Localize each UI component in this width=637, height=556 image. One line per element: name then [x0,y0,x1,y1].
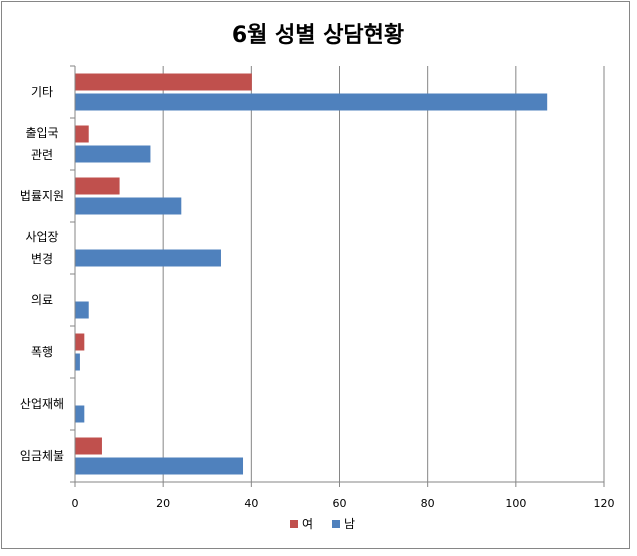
category-label: 의료 [31,293,53,307]
x-tick-label: 60 [333,497,347,510]
x-tick-label: 0 [72,497,79,510]
category-label: 사업장 [25,230,58,244]
category-label: 관련 [31,148,53,162]
legend-label-male: 남 [344,517,355,531]
bar-male [75,145,151,163]
bar-male [75,249,221,267]
category-label: 기타 [31,85,53,99]
bar-male [75,93,548,111]
bar-female [75,73,252,91]
legend-label-female: 여 [302,517,313,531]
category-label: 출입국 [25,126,58,140]
bar-male [75,457,244,475]
bar-female [75,125,89,143]
bars [75,73,548,475]
category-label: 법률지원 [20,189,64,203]
bar-female [75,437,102,455]
category-label: 임금체불 [20,449,64,463]
x-tick-label: 40 [244,497,258,510]
bar-male [75,405,85,423]
legend-swatch-female [290,520,298,528]
bar-male [75,353,80,371]
bar-female [75,177,120,195]
bar-male [75,301,89,319]
axes [70,65,605,487]
bar-female [75,333,85,351]
category-label: 폭행 [31,344,53,359]
x-tick-label: 120 [594,497,615,510]
x-tick-label: 20 [156,497,170,510]
bar-male [75,197,182,215]
x-tick-labels: 0 20 40 60 80 100 120 [72,497,615,510]
legend-swatch-male [332,520,340,528]
category-label: 산업재해 [20,397,64,411]
category-label: 변경 [31,252,53,266]
x-tick-label: 100 [505,497,526,510]
chart-title: 6월 성별 상담현황 [232,23,404,48]
grid-lines [162,66,605,482]
x-tick-label: 80 [421,497,435,510]
